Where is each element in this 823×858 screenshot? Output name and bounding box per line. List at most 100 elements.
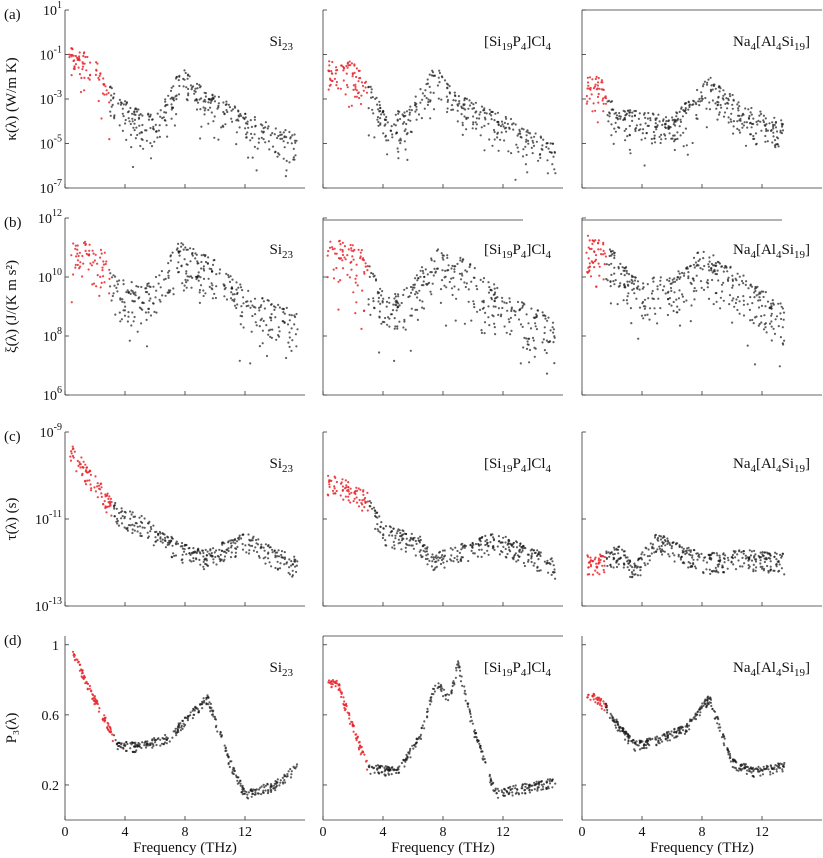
data-point	[749, 111, 752, 114]
data-point	[659, 283, 662, 286]
data-point	[223, 112, 226, 115]
data-point-low-freq	[346, 66, 349, 69]
data-point	[260, 785, 263, 788]
data-point	[729, 95, 732, 98]
data-point	[766, 140, 769, 143]
data-point-low-freq	[102, 263, 105, 266]
data-point	[167, 271, 170, 274]
data-point-low-freq	[355, 733, 358, 736]
data-point-low-freq	[108, 505, 111, 508]
data-point	[172, 287, 175, 290]
data-point-low-freq	[108, 730, 111, 733]
data-point	[199, 552, 202, 555]
data-point	[671, 552, 675, 555]
data-point	[409, 747, 412, 751]
data-point	[730, 560, 733, 563]
data-point	[111, 103, 114, 106]
data-point	[161, 736, 164, 740]
data-point	[158, 530, 161, 534]
data-point	[451, 108, 455, 111]
data-point	[494, 112, 497, 115]
data-point	[427, 98, 430, 101]
data-point-low-freq	[346, 62, 349, 65]
data-point	[718, 262, 722, 265]
data-point	[465, 270, 469, 273]
data-point	[399, 142, 402, 145]
data-point	[507, 538, 510, 542]
data-point	[777, 560, 780, 564]
data-point	[428, 85, 431, 88]
data-point	[296, 560, 299, 563]
data-point	[740, 114, 744, 117]
data-point-low-freq	[602, 241, 605, 244]
data-point	[613, 266, 616, 269]
data-point-low-freq	[587, 84, 590, 87]
data-point	[201, 549, 204, 552]
data-point	[255, 542, 258, 545]
data-point-low-freq	[585, 102, 588, 105]
data-point	[133, 118, 137, 121]
data-point-low-freq	[89, 483, 92, 486]
data-point	[164, 100, 167, 103]
data-point-low-freq	[76, 252, 79, 255]
data-point	[144, 311, 147, 314]
data-point	[391, 309, 395, 312]
data-point	[381, 290, 384, 293]
data-point	[524, 792, 527, 795]
data-point	[116, 290, 119, 293]
data-point	[397, 295, 400, 298]
data-point	[394, 325, 397, 328]
data-point	[280, 133, 283, 136]
data-point	[287, 770, 290, 773]
data-point	[504, 115, 507, 119]
data-point	[110, 105, 113, 108]
data-point	[475, 117, 478, 120]
data-point	[756, 123, 759, 126]
data-point	[162, 278, 166, 281]
data-point	[708, 568, 711, 571]
data-point	[214, 296, 217, 300]
data-point	[393, 297, 396, 300]
data-point	[677, 553, 680, 556]
data-point	[525, 134, 528, 137]
data-point	[736, 272, 739, 275]
data-point	[194, 705, 197, 709]
data-point-low-freq	[363, 272, 366, 275]
data-point-low-freq	[333, 77, 336, 80]
data-point	[678, 308, 681, 311]
data-point	[553, 335, 556, 338]
data-point-low-freq	[597, 559, 600, 562]
data-point-low-freq	[588, 262, 591, 265]
data-point	[661, 541, 664, 544]
data-point	[696, 117, 699, 120]
data-point	[147, 535, 150, 538]
data-point	[120, 517, 123, 520]
data-point	[643, 298, 647, 301]
data-point	[435, 554, 438, 557]
data-point	[388, 301, 391, 304]
data-point	[543, 314, 546, 317]
data-point	[762, 765, 765, 768]
data-point	[490, 780, 493, 783]
data-point	[288, 558, 291, 561]
data-point-low-freq	[340, 64, 343, 67]
data-point	[423, 94, 426, 97]
data-point	[712, 303, 715, 306]
data-point	[609, 302, 613, 305]
data-point	[503, 139, 506, 142]
data-point	[665, 120, 668, 123]
data-point	[684, 107, 687, 110]
data-point	[743, 121, 746, 124]
data-point	[265, 324, 268, 327]
data-point	[702, 288, 706, 291]
data-point	[399, 541, 402, 544]
data-point	[522, 346, 525, 349]
data-point	[518, 308, 521, 311]
data-point	[730, 112, 733, 115]
data-point-low-freq	[107, 728, 110, 731]
data-point	[491, 144, 494, 147]
data-point	[193, 550, 196, 553]
data-point	[631, 111, 634, 114]
data-point	[370, 96, 373, 99]
data-point	[644, 314, 647, 317]
